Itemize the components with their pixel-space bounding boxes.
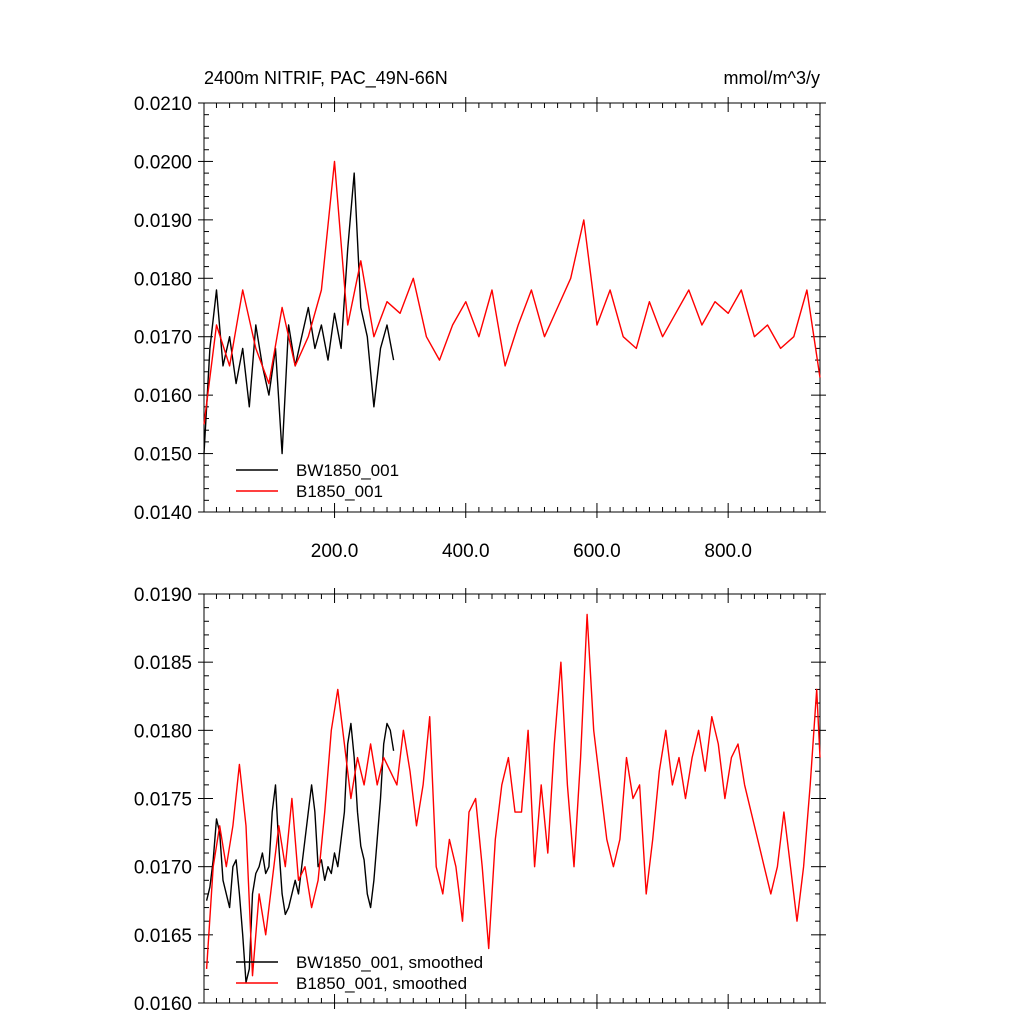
legend-label: BW1850_001 — [296, 461, 399, 480]
y-tick-label: 0.0170 — [134, 328, 192, 349]
x-tick-label: 200.0 — [311, 541, 359, 562]
top-panel: 0.0140 0.0150 0.0160 0.0170 0.0180 0.0190 0.02… — [134, 68, 826, 562]
series-line-b1850-001 — [203, 160, 821, 425]
y-tick-label: 0.0150 — [134, 445, 192, 466]
plot-frame — [203, 102, 821, 513]
chart-title: 2400m NITRIF, PAC_49N-66N — [204, 68, 448, 89]
x-tick-label: 400.0 — [442, 541, 490, 562]
y-tick-label: 0.0140 — [134, 503, 192, 524]
legend-label: B1850_001 — [296, 482, 383, 501]
legend-label: BW1850_001, smoothed — [296, 953, 483, 972]
bottom-panel: 0.0160 0.0165 0.0170 0.0175 0.0180 0.0185 0.01… — [134, 585, 826, 1015]
y-tick-label: 0.0160 — [134, 994, 192, 1015]
y-tick-label: 0.0165 — [134, 926, 192, 947]
y-tick-label: 0.0200 — [134, 152, 192, 173]
y-tick-label: 0.0180 — [134, 269, 192, 290]
chart-units: mmol/m^3/y — [724, 68, 820, 88]
series-line-bw1850-001-smoothed — [205, 722, 395, 984]
y-tick-label: 0.0160 — [134, 386, 192, 407]
x-tick-label: 600.0 — [573, 541, 621, 562]
y-tick-label: 0.0190 — [134, 211, 192, 232]
plot-frame — [203, 593, 821, 1004]
y-tick-label: 0.0170 — [134, 858, 192, 879]
y-tick-label: 0.0210 — [134, 94, 192, 115]
legend-label: B1850_001, smoothed — [296, 974, 467, 993]
series-line-b1850-001-smoothed — [205, 613, 821, 977]
x-tick-label: 800.0 — [704, 541, 752, 562]
y-tick-label: 0.0190 — [134, 585, 192, 606]
series-line-bw1850-001 — [203, 172, 395, 455]
y-tick-label: 0.0180 — [134, 721, 192, 742]
y-tick-label: 0.0175 — [134, 790, 192, 811]
y-tick-label: 0.0185 — [134, 653, 192, 674]
